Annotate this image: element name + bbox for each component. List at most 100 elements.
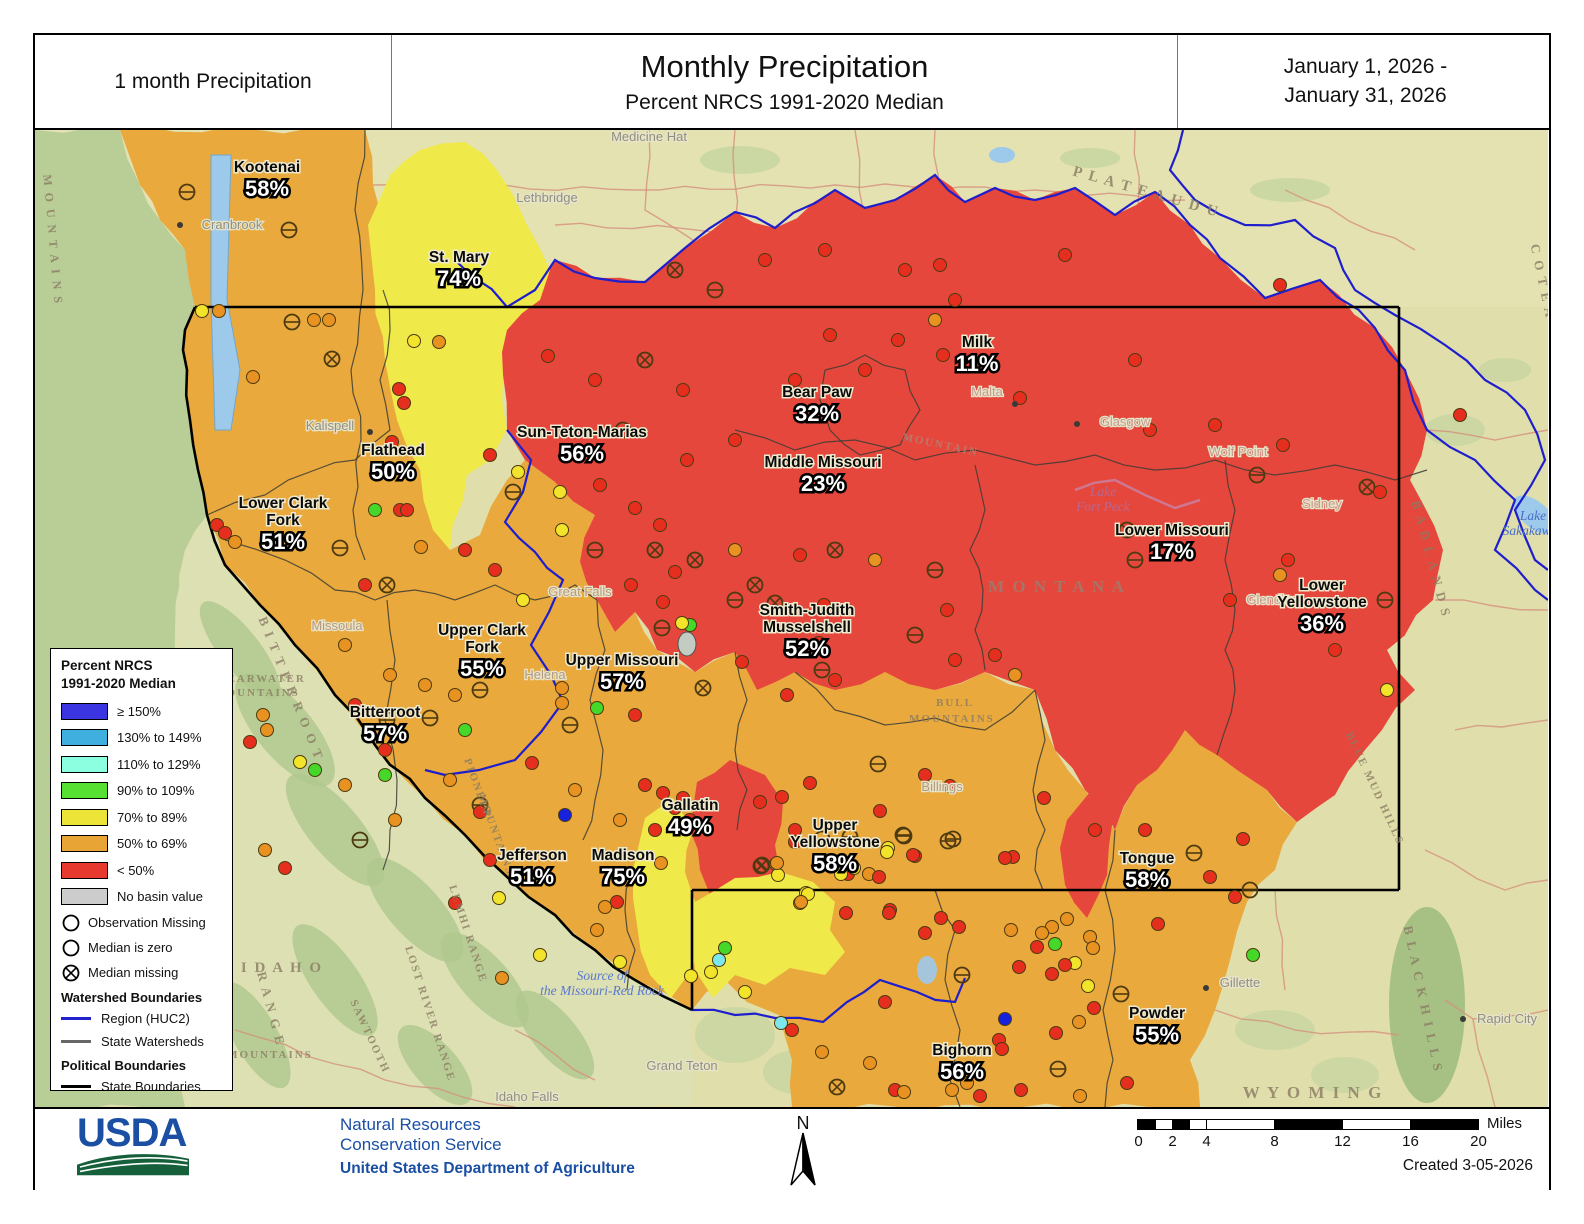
- observation-dot: [1236, 832, 1250, 846]
- basin-percent: 56%: [560, 441, 604, 466]
- observation-dot: [256, 708, 270, 722]
- legend-class-row: ≥ 150%: [61, 698, 232, 725]
- legend-class-label: 70% to 89%: [117, 809, 188, 825]
- basin-name: Kootenai: [234, 159, 300, 176]
- city-label: Kalispell: [306, 418, 355, 433]
- basin-name: Bighorn: [932, 1042, 991, 1059]
- basin-percent: 55%: [460, 656, 504, 681]
- city-label: Great Falls: [548, 584, 612, 599]
- city-label: Sidney: [1302, 496, 1342, 511]
- legend-section-title: Political Boundaries: [61, 1058, 186, 1074]
- observation-dot: [541, 349, 555, 363]
- observation-dot: [458, 543, 472, 557]
- legend-class-label: 50% to 69%: [117, 836, 188, 852]
- basin-name: Fork: [465, 639, 499, 656]
- observation-dot: [613, 813, 627, 827]
- observation-dot: [718, 941, 732, 955]
- observation-dot: [676, 791, 690, 805]
- basin-percent: 58%: [1125, 867, 1169, 892]
- observation-dot: [378, 743, 392, 757]
- observation-dot: [952, 920, 966, 934]
- observation-dot: [1380, 683, 1394, 697]
- city-label: Gillette: [1220, 975, 1260, 990]
- basin-name: Upper: [813, 817, 858, 834]
- legend: Percent NRCS 1991-2020 Median ≥ 150% 130%…: [50, 648, 233, 1091]
- basin-name: Bear Paw: [782, 384, 853, 401]
- observation-dot: [628, 708, 642, 722]
- observation-dot: [936, 348, 950, 362]
- observation-dot: [448, 896, 462, 910]
- observation-dot: [432, 335, 446, 349]
- legend-body: ≥ 150% 130% to 149% 110% to 129% 90% to 109…: [61, 698, 232, 1090]
- legend-swatch: [61, 888, 108, 906]
- usda-logo: USDA: [77, 1113, 195, 1184]
- header-center-cell: Monthly Precipitation Percent NRCS 1991-…: [392, 35, 1177, 128]
- water-label: Fort Peck: [1075, 499, 1131, 514]
- observation-dot: [728, 543, 742, 557]
- usda-swoosh-icon: [77, 1154, 189, 1176]
- basin-percent: 57%: [363, 721, 407, 746]
- observation-dot: [495, 971, 509, 985]
- observation-dot: [1035, 926, 1049, 940]
- observation-dot: [839, 906, 853, 920]
- observation-dot: [414, 540, 428, 554]
- observation-dot: [1138, 823, 1152, 837]
- observation-dot: [260, 723, 274, 737]
- observation-dot: [458, 723, 472, 737]
- observation-dot: [1081, 979, 1095, 993]
- basin-name: Musselshell: [763, 619, 851, 636]
- observation-dot: [338, 778, 352, 792]
- observation-dot: [794, 895, 808, 909]
- observation-dot: [492, 891, 506, 905]
- observation-dot: [443, 773, 457, 787]
- observation-dot: [212, 304, 226, 318]
- basin-percent: 56%: [940, 1059, 984, 1084]
- observation-dot: [815, 1045, 829, 1059]
- basin-name: Upper Clark: [438, 622, 526, 639]
- observation-dot: [940, 603, 954, 617]
- observation-dot: [753, 795, 767, 809]
- observation-dot: [818, 243, 832, 257]
- basin-percent: 32%: [795, 401, 839, 426]
- observation-dot: [918, 926, 932, 940]
- basin-name: Tongue: [1120, 850, 1175, 867]
- basin-name: St. Mary: [429, 249, 490, 266]
- legend-class-row: 110% to 129%: [61, 751, 232, 778]
- scale-bar: Miles 0 2 4 8 12 16 20: [1134, 1115, 1522, 1153]
- observation-dot: [770, 856, 784, 870]
- city-label: Grand Teton: [646, 1058, 717, 1073]
- observation-dot: [307, 313, 321, 327]
- median-missing-dot: [666, 261, 684, 279]
- geo-label: I D A H O: [241, 960, 323, 976]
- geo-label: MOUNTAINS: [227, 1049, 313, 1061]
- observation-dot: [785, 1023, 799, 1037]
- legend-swatch: [61, 755, 108, 773]
- observation-dot: [1128, 353, 1142, 367]
- observation-dot: [948, 653, 962, 667]
- observation-dot: [400, 503, 414, 517]
- observation-dot: [1049, 1026, 1063, 1040]
- legend-class-row: 70% to 89%: [61, 804, 232, 831]
- observation-dot: [348, 698, 362, 712]
- observation-dot: [1086, 941, 1100, 955]
- legend-class-row: 130% to 149%: [61, 725, 232, 752]
- median-missing-dot: [1118, 521, 1136, 539]
- observation-dot: [308, 763, 322, 777]
- observation-dot: [998, 851, 1012, 865]
- observation-dot: [1004, 923, 1018, 937]
- observation-dot: [918, 768, 932, 782]
- legend-line-label: State Watersheds: [101, 1034, 204, 1050]
- legend-line-row: State Watersheds: [61, 1030, 232, 1053]
- observation-dot: [1273, 568, 1287, 582]
- footer: USDA Natural Resources Conservation Serv…: [35, 1107, 1549, 1192]
- legend-line-label: Region (HUC2): [101, 1011, 190, 1027]
- observation-dot: [880, 845, 894, 859]
- observation-dot: [388, 813, 402, 827]
- period-label: 1 month Precipitation: [114, 69, 312, 93]
- basin-percent: 58%: [245, 176, 289, 201]
- city-dot: [177, 222, 183, 228]
- observation-dot: [788, 373, 802, 387]
- observation-dot: [558, 808, 572, 822]
